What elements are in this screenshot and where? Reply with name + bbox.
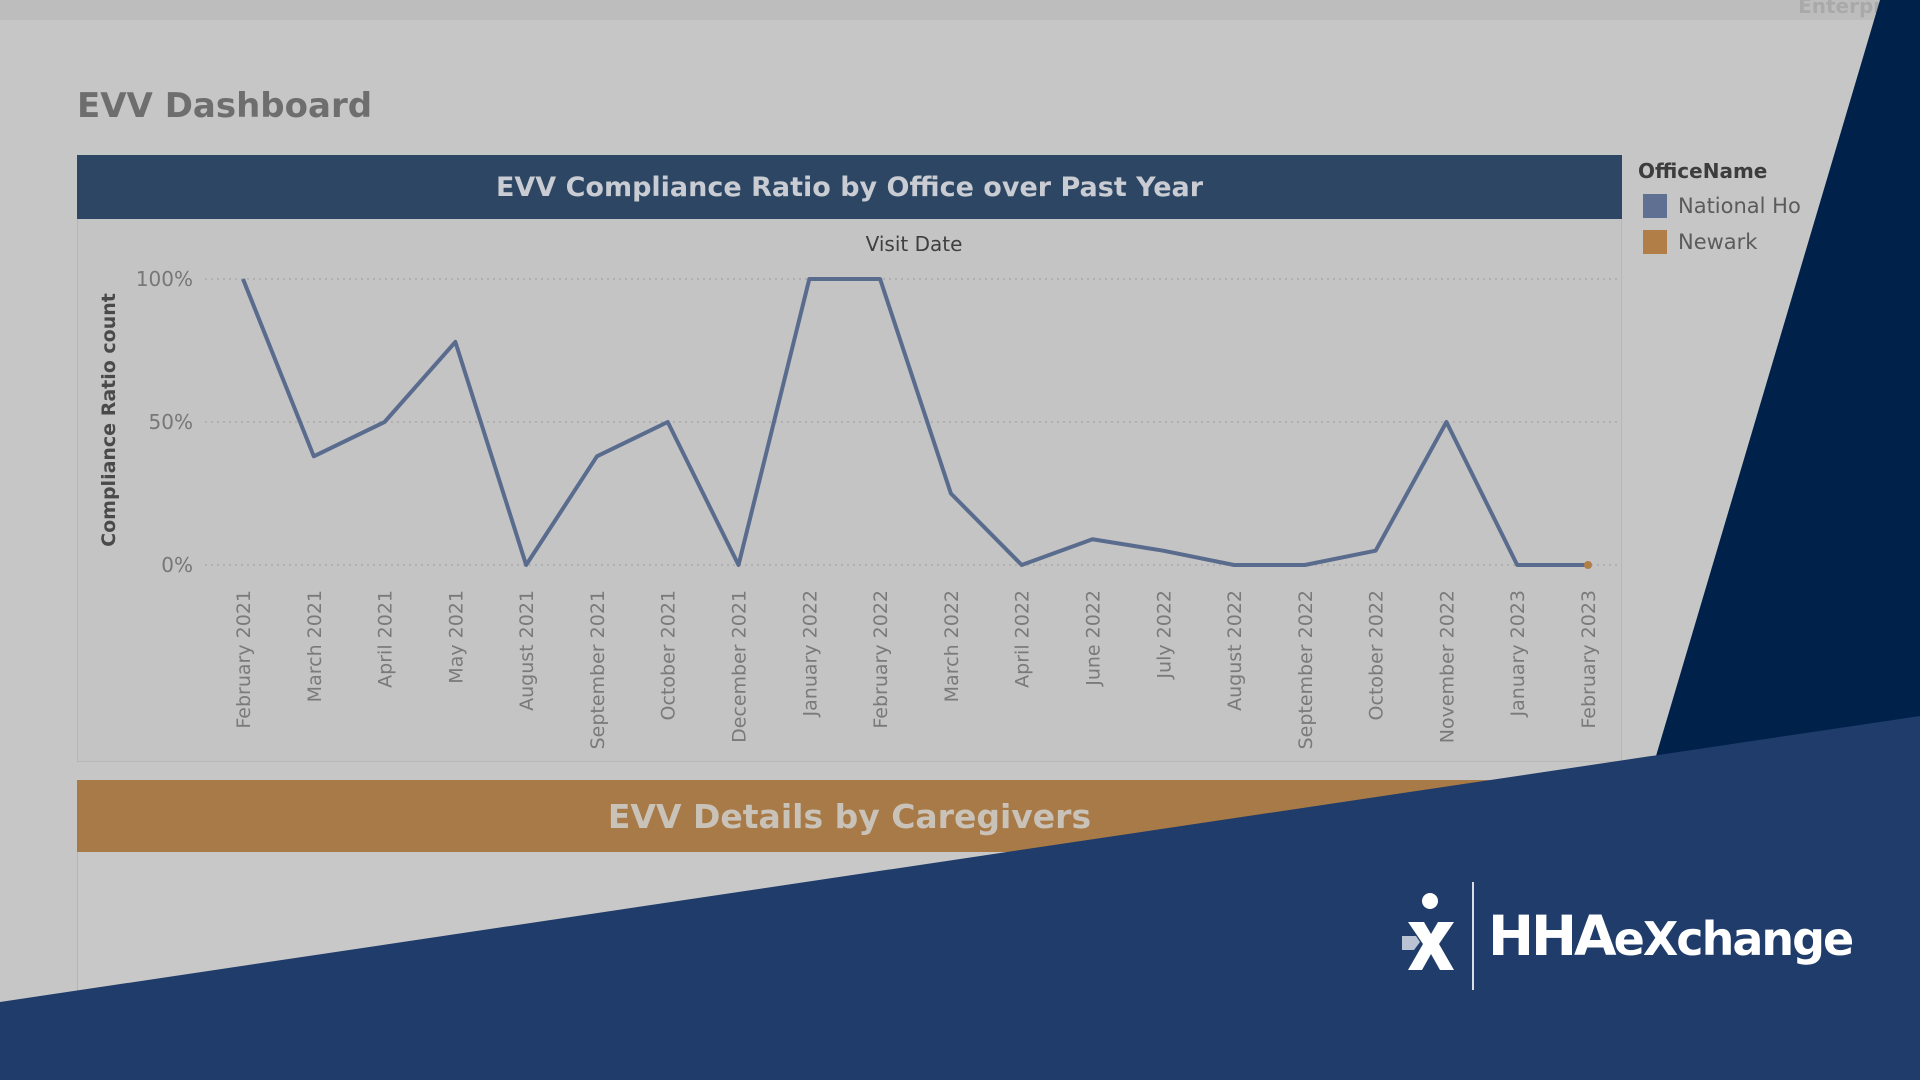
logo-wordmark-exchange: eXchange (1613, 912, 1855, 966)
x-tick-label: September 2022 (1295, 590, 1317, 749)
x-tick-label: February 2023 (1578, 590, 1600, 729)
x-tick-label: January 2023 (1507, 590, 1529, 717)
x-tick-label: March 2022 (941, 590, 963, 702)
page-title: EVV Dashboard (77, 86, 373, 126)
x-tick-label: February 2022 (870, 590, 892, 729)
top-bar: Enterpri (0, 0, 1920, 20)
x-tick-label: January 2022 (799, 590, 821, 717)
x-axis-title: Visit Date (866, 232, 963, 256)
y-tick-label: 0% (161, 553, 193, 577)
chart-title: EVV Compliance Ratio by Office over Past… (77, 155, 1622, 219)
legend-label-national: National Ho (1678, 194, 1801, 218)
hhaexchange-figure-icon (1402, 893, 1454, 970)
logo-wordmark: HHAeXchange (1488, 904, 1855, 968)
y-tick-label: 100% (136, 267, 193, 291)
x-tick-label: October 2021 (658, 590, 680, 720)
x-tick-label: October 2022 (1366, 590, 1388, 720)
legend-swatch-newark (1643, 230, 1667, 254)
x-tick-label: August 2021 (516, 590, 538, 711)
series-line-0 (241, 277, 1588, 567)
x-tick-label: May 2021 (445, 590, 467, 684)
x-tick-label: March 2021 (304, 590, 326, 702)
chart-panel (77, 155, 1622, 762)
x-tick-label: June 2022 (1082, 590, 1104, 687)
legend-title: OfficeName (1638, 159, 1768, 183)
x-tick-label: April 2022 (1012, 590, 1034, 688)
series-point-1 (1584, 561, 1592, 569)
y-axis-title: Compliance Ratio count (98, 293, 120, 547)
hhaexchange-logo: HHAeXchange (1402, 880, 1855, 992)
logo-divider (1472, 882, 1474, 990)
x-tick-label: July 2022 (1153, 590, 1175, 680)
x-tick-label: February 2021 (233, 590, 255, 729)
logo-wordmark-hha: HHA (1488, 904, 1617, 968)
x-tick-label: December 2021 (729, 590, 751, 743)
y-tick-label: 50% (149, 410, 193, 434)
navy-wedge-shape (0, 716, 1920, 1080)
x-tick-label: August 2022 (1224, 590, 1246, 711)
x-tick-label: November 2022 (1436, 590, 1458, 743)
x-tick-label: September 2021 (587, 590, 609, 749)
legend-swatch-national (1643, 194, 1667, 218)
x-tick-label: April 2021 (375, 590, 397, 688)
legend-item-newark[interactable]: Newark (1643, 230, 1757, 254)
topbar-label: Enterpri (1798, 0, 1890, 18)
legend-item-national[interactable]: National Ho (1643, 194, 1801, 218)
legend-label-newark: Newark (1678, 230, 1758, 254)
